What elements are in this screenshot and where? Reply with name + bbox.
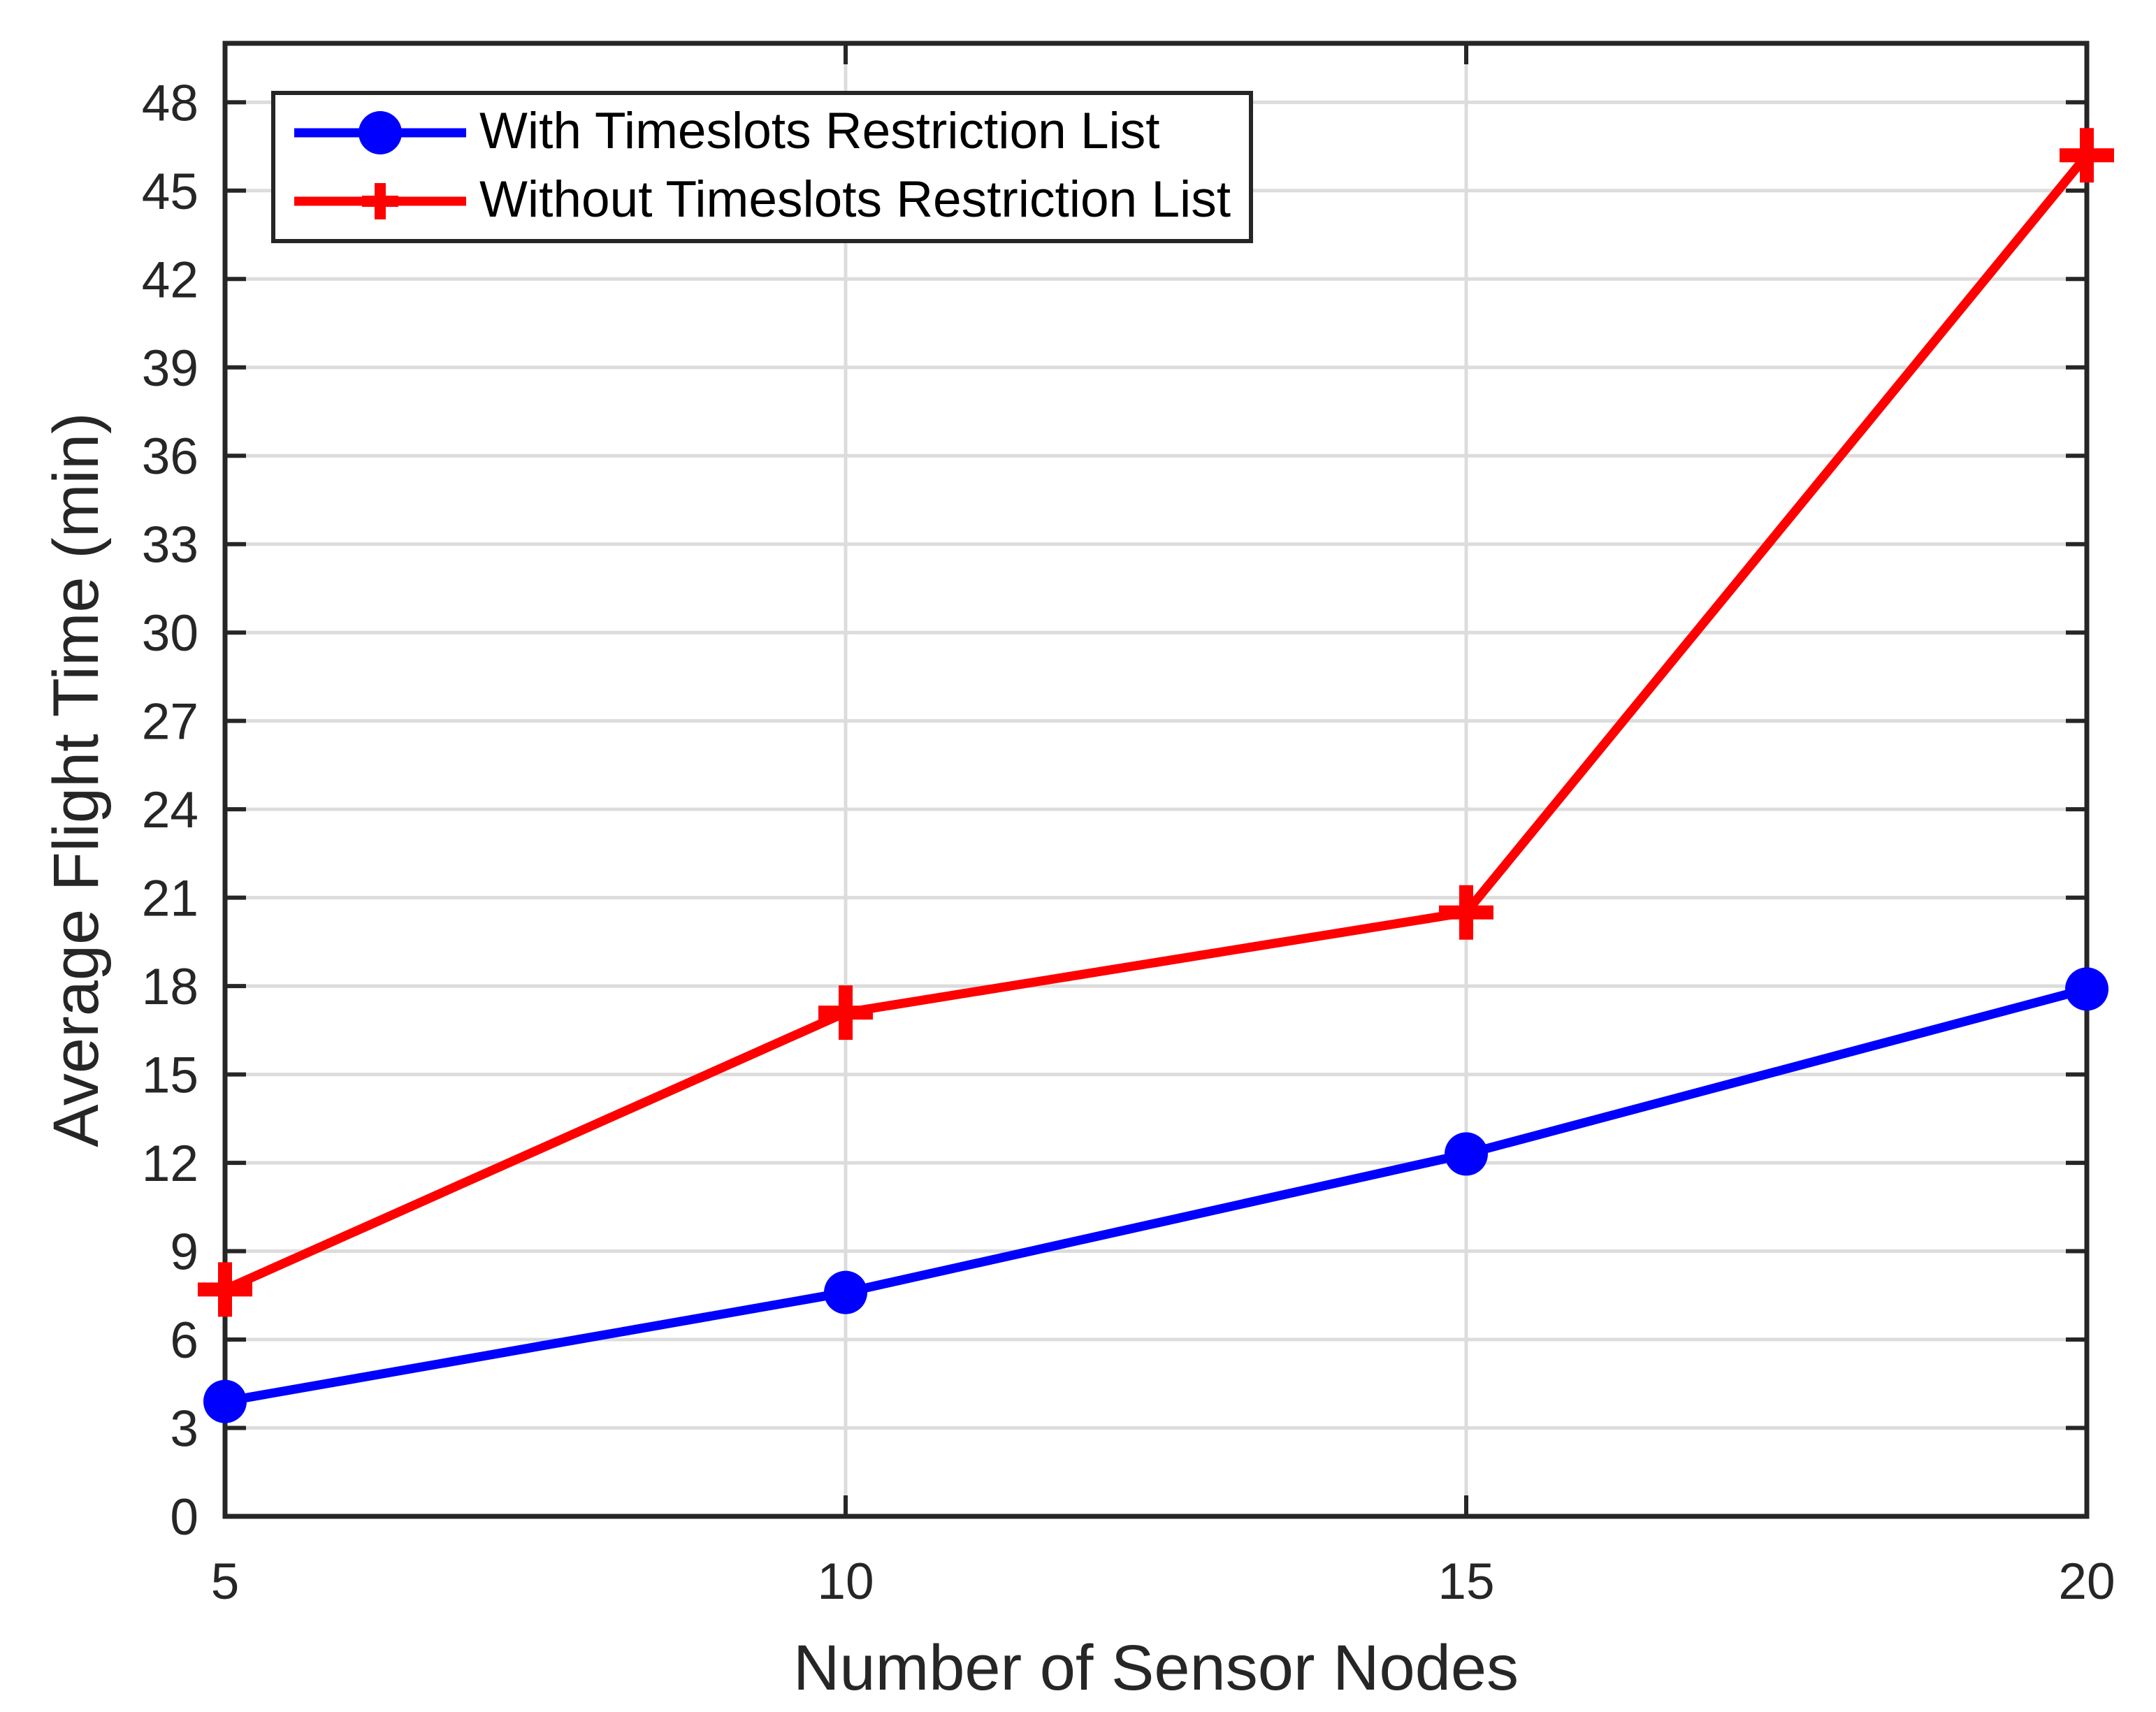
y-tick-label: 18: [142, 959, 198, 1015]
y-tick-label: 27: [142, 694, 198, 750]
y-tick-label: 15: [142, 1047, 198, 1104]
y-tick-label: 9: [170, 1224, 198, 1281]
y-tick-label: 12: [142, 1136, 198, 1192]
y-tick-label: 42: [142, 252, 198, 308]
x-axis-label: Number of Sensor Nodes: [793, 1632, 1519, 1704]
y-tick-label: 6: [170, 1312, 198, 1369]
legend-item-without-restriction: Without Timeslots Restriction List: [275, 167, 1249, 235]
circle-marker-icon: [359, 111, 402, 154]
y-tick-label: 21: [142, 871, 198, 927]
circle-marker-icon: [203, 1379, 247, 1423]
y-tick-label: 3: [170, 1401, 198, 1458]
y-tick-label: 30: [142, 605, 198, 662]
y-tick-label: 36: [142, 428, 198, 485]
y-tick-label: 39: [142, 340, 198, 397]
y-tick-label: 24: [142, 782, 198, 839]
series-line: [223, 152, 2091, 1294]
legend-label: Without Timeslots Restriction List: [479, 171, 1231, 228]
legend-sample-circle-series: [294, 111, 466, 154]
y-tick-label: 48: [142, 75, 198, 131]
y-axis-label: Average Flight Time (min): [41, 412, 112, 1147]
x-tick-label: 5: [211, 1553, 240, 1610]
x-tick-label: 10: [817, 1553, 874, 1610]
y-tick-label: 45: [142, 164, 198, 220]
y-tick-label: 33: [142, 517, 198, 574]
circle-marker-icon: [824, 1270, 867, 1314]
legend-sample-plus-series: [294, 183, 466, 219]
x-tick-label: 20: [2058, 1553, 2115, 1610]
y-tick-label: 0: [170, 1489, 198, 1546]
legend-item-with-restriction: With Timeslots Restriction List: [275, 99, 1249, 167]
legend: With Timeslots Restriction List Without …: [271, 91, 1253, 243]
x-tick-label: 15: [1438, 1553, 1494, 1610]
axes-box: [222, 41, 2090, 1519]
circle-marker-icon: [2065, 967, 2108, 1011]
circle-marker-icon: [1445, 1132, 1488, 1176]
legend-label: With Timeslots Restriction List: [479, 102, 1160, 159]
series-line: [224, 985, 2088, 1406]
